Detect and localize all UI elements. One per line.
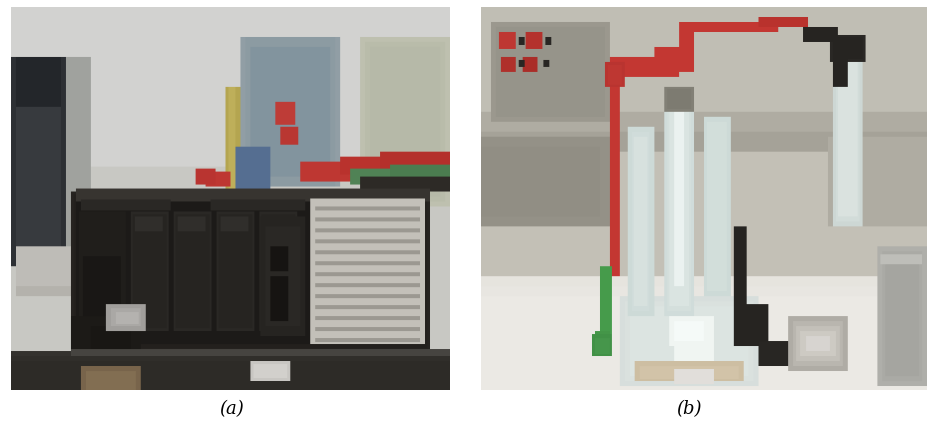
Text: (a): (a) [219,401,243,419]
Text: (b): (b) [675,401,701,419]
